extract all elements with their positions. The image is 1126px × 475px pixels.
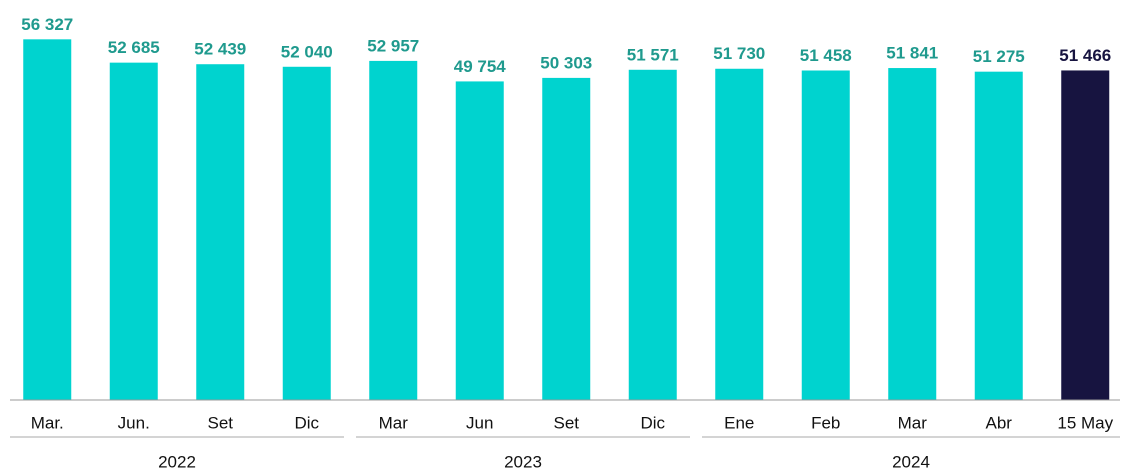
bar xyxy=(455,81,504,400)
value-label: 52 439 xyxy=(194,40,246,59)
x-tick-label: Mar xyxy=(379,413,409,432)
x-tick-label: Dic xyxy=(640,413,665,432)
x-tick-label: Feb xyxy=(811,413,840,432)
x-tick-label: Dic xyxy=(294,413,319,432)
bar xyxy=(282,66,331,401)
bar xyxy=(715,68,764,400)
value-label: 52 685 xyxy=(108,38,160,57)
bar xyxy=(801,70,850,400)
bar xyxy=(369,60,418,401)
x-tick-label: Jun xyxy=(466,413,493,432)
bar xyxy=(196,64,245,400)
value-label: 51 730 xyxy=(713,44,765,63)
bar xyxy=(23,39,72,400)
bar xyxy=(1061,70,1110,400)
bar xyxy=(542,77,591,400)
bar xyxy=(888,68,937,401)
group-label: 2022 xyxy=(158,452,196,471)
bar xyxy=(974,71,1023,401)
value-label: 51 466 xyxy=(1059,46,1111,65)
bar xyxy=(109,62,158,400)
x-tick-label: Set xyxy=(207,413,233,432)
x-tick-label: 15 May xyxy=(1057,413,1113,432)
group-label: 2023 xyxy=(504,452,542,471)
value-label: 49 754 xyxy=(454,57,507,76)
value-label: 51 275 xyxy=(973,47,1025,66)
group-label: 2024 xyxy=(892,452,930,471)
bar xyxy=(628,69,677,401)
value-label: 52 957 xyxy=(367,36,419,55)
value-label: 51 458 xyxy=(800,46,852,65)
x-tick-label: Mar. xyxy=(31,413,64,432)
x-tick-label: Jun. xyxy=(118,413,150,432)
value-label: 52 040 xyxy=(281,42,333,61)
x-tick-label: Ene xyxy=(724,413,754,432)
value-label: 51 841 xyxy=(886,44,938,63)
value-label: 51 571 xyxy=(627,45,679,64)
x-tick-label: Set xyxy=(553,413,579,432)
value-label: 50 303 xyxy=(540,53,592,72)
x-tick-label: Abr xyxy=(986,413,1013,432)
value-label: 56 327 xyxy=(21,15,73,34)
x-tick-label: Mar xyxy=(898,413,928,432)
